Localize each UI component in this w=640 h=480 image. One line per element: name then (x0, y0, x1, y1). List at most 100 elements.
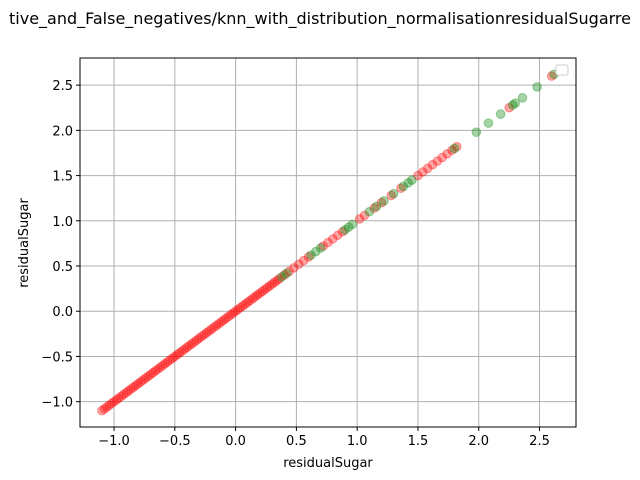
plot-frame (79, 57, 577, 428)
scatter-point (101, 402, 112, 412)
scatter-point (155, 362, 166, 373)
scatter-point (140, 373, 151, 383)
scatter-point (303, 252, 314, 262)
x-tick-label: 2.0 (468, 434, 489, 449)
scatter-point (174, 348, 185, 358)
scatter-point (99, 404, 110, 414)
scatter-point (247, 293, 258, 304)
scatter-point (196, 331, 207, 342)
scatter-point (504, 102, 514, 113)
scatter-point (332, 230, 343, 241)
scatter-point (104, 400, 114, 411)
scatter-point (315, 243, 326, 253)
scatter-point (354, 214, 365, 224)
x-tick-label: 0.5 (286, 434, 307, 449)
scatter-point (369, 203, 379, 213)
scatter-point (160, 358, 170, 369)
scatter-point (264, 281, 275, 291)
scatter-point (121, 387, 131, 398)
scatter-point (206, 324, 217, 335)
scatter-point (306, 250, 316, 260)
scatter-points (97, 69, 559, 416)
scatter-point (343, 222, 354, 232)
y-axis-label: residualSugar (17, 198, 32, 288)
scatter-point (106, 398, 117, 409)
scatter-point (298, 255, 309, 266)
scatter-point (359, 210, 370, 221)
scatter-point (177, 346, 187, 356)
scatter-point (126, 384, 136, 394)
scatter-point (507, 100, 518, 110)
scatter-point (199, 329, 209, 340)
scatter-point (323, 237, 333, 248)
scatter-point (255, 288, 265, 298)
scatter-point (172, 349, 183, 360)
scatter-point (201, 328, 212, 338)
scatter-point (223, 311, 234, 322)
scatter-point (328, 234, 338, 244)
scatter-point (379, 196, 389, 206)
scatter-point (97, 405, 107, 416)
scatter-point (277, 272, 287, 282)
scatter-point (153, 364, 163, 374)
y-tick-label: 1.5 (52, 170, 73, 185)
scatter-point (371, 201, 382, 212)
scatter-point (532, 82, 542, 92)
scatter-point (118, 389, 129, 400)
scatter-point (337, 226, 348, 237)
scatter-point (233, 304, 243, 315)
scatter-point (114, 393, 124, 403)
scatter-point (145, 369, 156, 380)
scatter-point (165, 355, 175, 365)
y-tick-label: 0.5 (52, 260, 73, 275)
scatter-point (230, 306, 241, 317)
scatter-point (413, 170, 423, 181)
scatter-point (510, 98, 521, 109)
scatter-point (483, 118, 494, 128)
scatter-point (452, 141, 462, 152)
x-axis-label: residualSugar (283, 456, 373, 471)
scatter-point (216, 317, 226, 327)
scatter-point (204, 326, 214, 336)
scatter-point (422, 163, 433, 174)
x-tick-label: 1.5 (408, 434, 429, 449)
scatter-point (189, 337, 200, 347)
scatter-point (259, 284, 270, 295)
y-tick-label: 1.0 (52, 215, 73, 230)
scatter-point (407, 175, 417, 185)
scatter-point (272, 275, 282, 286)
scatter-point (213, 319, 224, 329)
scatter-point (167, 353, 178, 364)
scatter-point (179, 344, 190, 355)
scatter-point (131, 380, 141, 391)
scatter-point (238, 301, 248, 311)
scatter-point (386, 190, 397, 201)
scatter-point (221, 313, 231, 324)
scatter-point (184, 340, 195, 351)
x-tick-label: 1.0 (347, 434, 368, 449)
scatter-point (218, 315, 229, 326)
scatter-point (128, 382, 139, 393)
chart-title: tive_and_False_negatives/knn_with_distri… (9, 9, 631, 29)
scatter-point (376, 197, 387, 208)
grid-lines (80, 58, 576, 427)
scatter-point (162, 357, 173, 367)
scatter-point (242, 297, 253, 307)
scatter-point (194, 333, 204, 344)
x-tick-label: 2.5 (529, 434, 550, 449)
scatter-point (211, 320, 221, 331)
scatter-point (191, 335, 202, 345)
scatter-point (109, 396, 119, 407)
y-tick-label: 2.0 (52, 124, 73, 139)
scatter-point (257, 286, 268, 297)
scatter-point (228, 308, 238, 318)
scatter-point (388, 188, 399, 199)
y-tick-label: −1.0 (41, 396, 73, 411)
scatter-point (170, 351, 180, 362)
scatter-point (442, 149, 452, 159)
scatter-point (267, 279, 277, 289)
scatter-point (187, 338, 197, 349)
x-tick-label: −0.5 (159, 434, 191, 449)
scatter-point (437, 152, 448, 163)
